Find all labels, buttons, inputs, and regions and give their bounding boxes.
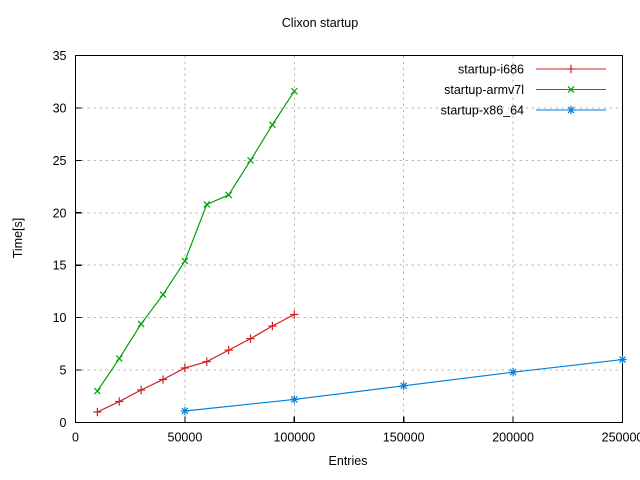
legend-label-startup-armv7l: startup-armv7l xyxy=(444,83,524,97)
series-line xyxy=(97,313,295,413)
legend-sample-marker-startup-armv7l xyxy=(567,86,575,93)
x-tick-label: 200000 xyxy=(492,431,534,445)
y-axis-label: Time[s] xyxy=(11,218,25,259)
data-point-marker xyxy=(137,320,145,328)
legend: startup-i686 startup-armv7l startup-x86_64 xyxy=(441,63,606,118)
series-startup-armv7l xyxy=(93,87,298,395)
y-tick-label: 30 xyxy=(53,101,67,115)
data-point-marker xyxy=(203,200,211,208)
legend-sample-marker-startup-i686 xyxy=(566,64,576,74)
x-tick-label: 250000 xyxy=(602,431,640,445)
legend-label-startup-x86_64: startup-x86_64 xyxy=(441,104,524,118)
legend-sample-marker-startup-x86_64 xyxy=(566,105,576,115)
y-tick-label: 25 xyxy=(53,154,67,168)
data-point-marker xyxy=(115,355,123,362)
data-point-marker xyxy=(93,387,101,395)
data-point-marker xyxy=(399,381,408,390)
data-point-marker xyxy=(247,156,254,164)
y-tick-label: 10 xyxy=(53,311,67,325)
y-tick-label: 15 xyxy=(53,259,67,273)
data-point-marker xyxy=(224,345,233,355)
data-point-marker xyxy=(159,291,167,299)
data-point-marker xyxy=(290,395,299,404)
data-point-marker xyxy=(508,367,518,377)
chart-title: Clixon startup xyxy=(282,16,358,30)
x-tick-label: 100000 xyxy=(273,431,315,445)
series-startup-x86_64 xyxy=(180,355,627,416)
data-point-marker xyxy=(225,191,233,199)
x-tick-label: 50000 xyxy=(168,431,203,445)
x-tick-label: 0 xyxy=(72,431,79,445)
tick-marks xyxy=(74,54,624,424)
data-point-marker xyxy=(180,406,190,416)
y-tick-label: 5 xyxy=(60,364,67,378)
x-axis-tick-labels: 0 50000 100000 150000 200000 250000 xyxy=(72,431,640,445)
data-point-marker xyxy=(618,355,627,364)
data-point-marker xyxy=(181,257,189,265)
x-tick-label: 150000 xyxy=(383,431,425,445)
series-line xyxy=(96,90,295,392)
data-point-marker xyxy=(268,321,277,331)
plot-frame xyxy=(74,54,624,424)
data-point-marker xyxy=(202,357,211,366)
y-tick-label: 35 xyxy=(53,49,67,63)
data-point-marker xyxy=(290,87,298,95)
x-axis-label: Entries xyxy=(329,454,368,468)
plot-border xyxy=(74,54,624,424)
grid-layer xyxy=(75,55,623,423)
data-point-marker xyxy=(93,407,102,417)
y-tick-label: 0 xyxy=(60,416,67,430)
data-point-marker xyxy=(268,121,276,129)
series-startup-i686 xyxy=(93,310,299,417)
data-point-marker xyxy=(136,385,146,395)
data-series-layer xyxy=(93,87,627,417)
legend-label-startup-i686: startup-i686 xyxy=(458,63,524,77)
data-point-marker xyxy=(158,375,168,384)
data-point-marker xyxy=(115,397,124,406)
data-point-marker xyxy=(246,334,255,343)
y-axis-tick-labels: 0 5 10 15 20 25 30 35 xyxy=(53,49,67,430)
y-tick-label: 20 xyxy=(53,206,67,220)
data-point-marker xyxy=(180,363,190,373)
data-point-marker xyxy=(290,310,299,319)
